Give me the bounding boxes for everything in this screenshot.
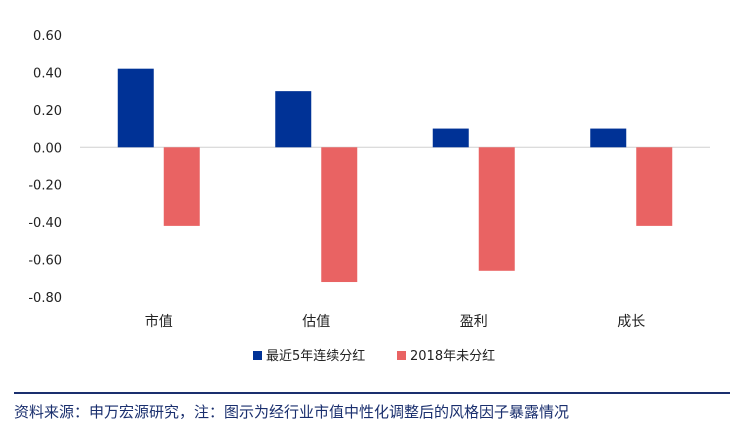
bar-dividend-5y-0 xyxy=(117,68,154,148)
bars xyxy=(117,68,673,283)
category-label: 成长 xyxy=(617,314,645,330)
y-tick-label: 0.60 xyxy=(33,29,62,44)
bar-no-dividend-2018-0 xyxy=(163,147,200,226)
y-tick-label: -0.60 xyxy=(28,254,62,269)
bar-chart: 0.60 0.40 0.20 0.00 -0.20 -0.40 -0.60 -0.80 市值 估… xyxy=(28,29,710,364)
category-label: 估值 xyxy=(302,314,330,330)
y-tick-label: -0.80 xyxy=(28,291,62,306)
y-tick-label: -0.40 xyxy=(28,216,62,231)
category-labels: 市值 估值 盈利 成长 xyxy=(145,313,646,330)
category-label: 盈利 xyxy=(460,314,488,330)
bar-dividend-5y-2 xyxy=(432,128,469,148)
y-tick-label: -0.20 xyxy=(28,179,62,194)
footer-divider xyxy=(14,392,730,394)
category-label: 市值 xyxy=(145,313,173,330)
legend-label: 2018年未分红 xyxy=(410,348,495,364)
y-tick-label: 0.40 xyxy=(33,66,62,81)
source-note: 资料来源：申万宏源研究，注：图示为经行业市值中性化调整后的风格因子暴露情况 xyxy=(14,403,570,421)
legend-swatch xyxy=(253,351,262,360)
legend-swatch xyxy=(397,351,406,360)
bar-dividend-5y-3 xyxy=(590,128,627,148)
legend-label: 最近5年连续分红 xyxy=(266,348,365,364)
bar-no-dividend-2018-1 xyxy=(321,147,358,283)
bar-dividend-5y-1 xyxy=(275,91,312,148)
bar-no-dividend-2018-2 xyxy=(478,147,515,271)
y-tick-label: 0.20 xyxy=(33,104,62,119)
y-axis-ticks: 0.60 0.40 0.20 0.00 -0.20 -0.40 -0.60 -0.80 xyxy=(28,29,62,306)
y-tick-label: 0.00 xyxy=(33,141,62,156)
legend: 最近5年连续分红 2018年未分红 xyxy=(253,348,495,364)
bar-no-dividend-2018-3 xyxy=(636,147,673,226)
